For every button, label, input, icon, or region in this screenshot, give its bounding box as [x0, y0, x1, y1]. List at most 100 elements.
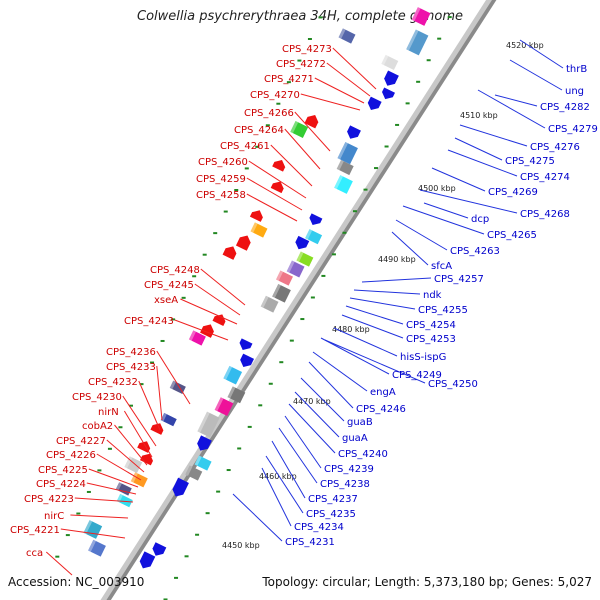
forward-gene-arrow — [270, 181, 284, 194]
left-gene-label: CPS_4221 — [10, 525, 60, 536]
left-gene-label: xseA — [154, 295, 178, 306]
left-leader-line — [88, 468, 139, 488]
right-gene-label: thrB — [566, 64, 587, 75]
reverse-gene-arrow — [367, 96, 382, 110]
right-leader-line — [423, 202, 469, 219]
left-leader-line — [284, 128, 321, 170]
left-leader-line — [246, 177, 303, 211]
right-leader-line — [288, 403, 336, 454]
left-gene-label: CPS_4248 — [150, 265, 200, 276]
left-gene-label: CPS_4258 — [196, 190, 246, 201]
right-leader-line — [232, 493, 283, 542]
right-leader-line — [294, 391, 340, 438]
right-leader-line — [349, 297, 416, 310]
right-gene-label: guaB — [347, 417, 373, 428]
gene-block — [336, 159, 354, 176]
right-gene-label: CPS_4255 — [418, 305, 468, 316]
gene-track: 4450 kbp 4460 kbp 4470 kbp 4480 kbp 4490 kbp… — [10, 0, 598, 600]
left-leader-line — [180, 298, 238, 325]
right-leader-line — [341, 314, 404, 339]
right-leader-line — [300, 377, 345, 422]
left-gene-label: CPS_4272 — [276, 59, 326, 70]
left-leader-line — [194, 283, 241, 316]
gene-block — [338, 28, 356, 44]
left-leader-line — [114, 424, 148, 466]
left-leader-line — [270, 144, 313, 187]
forward-gene-arrow — [137, 441, 151, 453]
gene-block — [169, 380, 186, 394]
left-leader-line — [332, 47, 377, 90]
right-leader-line — [284, 415, 322, 469]
gene-block — [260, 295, 279, 313]
left-gene-label: CPS_4232 — [88, 377, 138, 388]
gene-block — [276, 270, 293, 286]
right-leader-line — [431, 167, 486, 192]
gene-block — [223, 365, 243, 385]
right-gene-label: CPS_4235 — [306, 509, 356, 520]
forward-gene-arrow — [249, 210, 263, 222]
left-leader-line — [174, 319, 229, 341]
right-leader-line — [312, 351, 368, 392]
left-gene-label: CPS_4233 — [106, 362, 156, 373]
gene-block — [188, 330, 206, 346]
gene-block — [290, 121, 309, 138]
gene-block — [334, 175, 353, 194]
left-gene-label: CPS_4225 — [38, 465, 88, 476]
right-leader-line — [324, 339, 426, 384]
gene-block — [116, 493, 133, 508]
right-gene-label: CPS_4269 — [488, 187, 538, 198]
left-leader-line — [246, 193, 298, 222]
gene-block — [83, 520, 103, 539]
right-leader-line — [509, 59, 563, 91]
right-gene-label: CPS_4274 — [520, 172, 570, 183]
forward-gene-arrow — [150, 423, 164, 435]
left-leader-line — [45, 551, 73, 576]
reverse-gene-arrow — [172, 477, 189, 497]
right-leader-line — [494, 94, 538, 107]
right-leader-line — [271, 440, 306, 499]
gene-block — [406, 29, 429, 56]
right-leader-line — [447, 149, 518, 177]
right-gene-label: engA — [370, 387, 396, 398]
reverse-gene-arrow — [139, 551, 156, 569]
left-gene-label: cca — [26, 548, 43, 559]
reverse-gene-arrow — [295, 235, 310, 250]
right-leader-line — [308, 361, 354, 409]
left-leader-line — [248, 160, 307, 199]
left-leader-line — [200, 268, 246, 306]
scale-tick-label: 4500 kbp — [418, 184, 456, 193]
left-gene-label: nirN — [98, 407, 119, 418]
left-gene-label: CPS_4266 — [244, 108, 294, 119]
gc-ticks — [55, 16, 452, 600]
reverse-gene-arrow — [309, 213, 323, 225]
gene-block — [124, 456, 143, 474]
reverse-gene-arrow — [240, 353, 255, 367]
right-gene-label: CPS_4263 — [450, 246, 500, 257]
right-gene-label: hisS-ispG — [400, 352, 446, 363]
left-gene-label: CPS_4245 — [144, 280, 194, 291]
right-gene-label: CPS_4257 — [434, 274, 484, 285]
forward-gene-arrow — [235, 235, 251, 251]
right-gene-label: CPS_4275 — [505, 156, 555, 167]
right-gene-label: CPS_4268 — [520, 209, 570, 220]
right-gene-label: CPS_4239 — [324, 464, 374, 475]
right-gene-label: CPS_4246 — [356, 404, 406, 415]
right-gene-label: CPS_4240 — [338, 449, 388, 460]
scale-tick-label: 4510 kbp — [460, 111, 498, 120]
left-leader-line — [106, 439, 145, 473]
right-leader-line — [361, 277, 432, 283]
left-gene-label: CPS_4243 — [124, 316, 174, 327]
left-leader-line — [60, 528, 126, 539]
reverse-gene-arrow — [384, 70, 399, 86]
right-gene-label: CPS_4276 — [530, 142, 580, 153]
right-leader-line — [459, 124, 528, 147]
right-gene-label: CPS_4231 — [285, 537, 335, 548]
scale-tick-label: 4460 kbp — [259, 472, 297, 481]
right-leader-line — [353, 289, 421, 295]
right-leader-line — [345, 305, 404, 325]
right-leader-line — [402, 205, 485, 235]
right-leader-line — [320, 337, 390, 375]
left-gene-label: CPS_4273 — [282, 44, 332, 55]
